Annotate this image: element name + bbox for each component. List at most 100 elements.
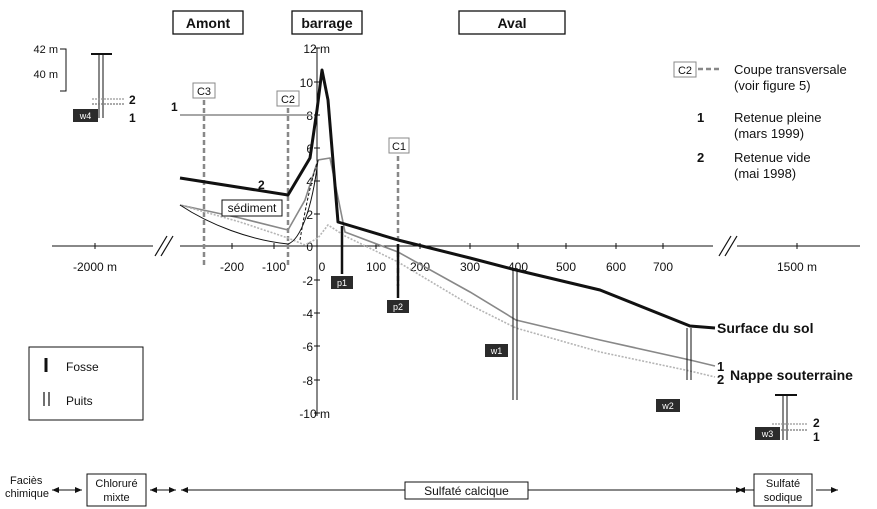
facies-chlorure-box xyxy=(86,473,147,507)
axis-break-left-a xyxy=(154,235,168,257)
sediment-dashed-line xyxy=(299,159,319,241)
x-label: 700 xyxy=(653,260,673,274)
y-label: -10 m xyxy=(299,407,330,421)
reservoir-marker-1: 1 xyxy=(171,100,178,114)
w2-badge xyxy=(656,399,680,412)
legend-two-key: 2 xyxy=(697,150,704,165)
x-label: 500 xyxy=(556,260,576,274)
section-c3-label: C3 xyxy=(197,86,211,98)
x-label: -200 xyxy=(220,260,244,274)
facies-arrowhead-3l xyxy=(181,487,188,493)
facies-label-line2: chimique xyxy=(5,488,49,500)
facies-arrowhead-2r xyxy=(169,487,176,493)
y-label: -6 xyxy=(302,340,313,354)
facies-chlorure-line1: Chloruré xyxy=(95,478,137,490)
section-c1-box xyxy=(388,137,410,154)
y-label: 12 m xyxy=(303,42,330,56)
w4-marker-2: 2 xyxy=(129,93,136,107)
x-label: -100 xyxy=(262,260,286,274)
x-label-far-left: -2000 m xyxy=(73,260,117,274)
y-label: 0 xyxy=(306,240,313,254)
y-label: 10 xyxy=(300,76,314,90)
p2-label: p2 xyxy=(393,302,403,312)
w4-marker-1: 1 xyxy=(129,111,136,125)
inset-scale-bracket xyxy=(60,48,67,92)
p1-label: p1 xyxy=(337,278,347,288)
facies-arrowhead-5l xyxy=(738,487,745,493)
ground-surface-line xyxy=(179,68,716,330)
facies-arrowhead-6r xyxy=(831,487,838,493)
y-tick-labels: 12 m 10 8 6 4 2 0 -2 -4 -6 -8 -10 m xyxy=(299,42,330,421)
legend-coupe-line2: (voir figure 5) xyxy=(734,78,811,93)
w1-label: w1 xyxy=(490,346,503,356)
legend-two-line2: (mai 1998) xyxy=(734,166,796,181)
w4-badge xyxy=(73,109,98,122)
section-c2-label: C2 xyxy=(281,94,295,106)
surface-marker-2: 2 xyxy=(258,178,265,192)
w2-label: w2 xyxy=(661,401,674,411)
facies-sodique-line1: Sulfaté xyxy=(766,478,800,490)
y-label: -2 xyxy=(302,274,313,288)
axis-break-right-a xyxy=(718,235,732,257)
y-label: 8 xyxy=(306,109,313,123)
w3-marker-2: 2 xyxy=(813,416,820,430)
legend-two-line1: Retenue vide xyxy=(734,150,811,165)
x-label-far-right: 1500 m xyxy=(777,260,817,274)
facies-label-line1: Faciès xyxy=(10,475,43,487)
nappe-marker-2: 2 xyxy=(717,372,724,387)
amont-label: Amont xyxy=(186,15,231,31)
sediment-box xyxy=(221,199,283,217)
x-label: 0 xyxy=(319,260,326,274)
legend-fosse-label: Fosse xyxy=(66,360,99,374)
legend-c2-key: C2 xyxy=(678,65,692,77)
facies-arrowhead-1r xyxy=(75,487,82,493)
groundwater-line-full xyxy=(179,157,716,367)
aval-label: Aval xyxy=(497,15,526,31)
legend-puits-label: Puits xyxy=(66,394,93,408)
nappe-label: Nappe souterraine xyxy=(730,367,853,383)
facies-sodique-line2: sodique xyxy=(764,492,803,504)
w3-marker-1: 1 xyxy=(813,430,820,444)
w3-label: w3 xyxy=(761,429,774,439)
y-label: 4 xyxy=(306,175,313,189)
facies-sodique-box xyxy=(753,473,813,507)
aval-box xyxy=(458,10,566,35)
nappe-marker-1: 1 xyxy=(717,359,724,374)
facies-chlorure-line2: mixte xyxy=(103,492,129,504)
facies-calcique-label: Sulfaté calcique xyxy=(424,484,509,498)
barrage-label: barrage xyxy=(301,15,353,31)
section-c2-box xyxy=(276,90,300,107)
legend-one-line2: (mars 1999) xyxy=(734,126,804,141)
legend-one-key: 1 xyxy=(697,110,704,125)
inset-bottom-label: 40 m xyxy=(34,69,58,81)
barrage-box xyxy=(291,10,363,35)
axis-break-left-b xyxy=(160,235,174,257)
y-label: -4 xyxy=(302,307,313,321)
p1-badge xyxy=(331,276,353,289)
w3-badge xyxy=(755,427,780,440)
w4-label: w4 xyxy=(79,111,92,121)
x-label: 600 xyxy=(606,260,626,274)
x-tick-labels: -2000 m -200 -100 0 100 200 300 400 500 … xyxy=(73,260,817,274)
legend-one-line1: Retenue pleine xyxy=(734,110,821,125)
legend-c2-box xyxy=(673,61,697,78)
inset-top-label: 42 m xyxy=(34,44,58,56)
axis-break-right-b xyxy=(724,235,738,257)
amont-box xyxy=(172,10,244,35)
groundwater-line-empty xyxy=(179,204,716,378)
x-label: 300 xyxy=(460,260,480,274)
section-c3-box xyxy=(192,82,216,99)
surface-label: Surface du sol xyxy=(717,320,813,336)
legend-bottom-box xyxy=(28,346,144,421)
sediment-label: sédiment xyxy=(228,201,277,215)
reservoir-bed-line xyxy=(179,159,319,245)
y-label: 2 xyxy=(306,208,313,222)
legend-coupe-line1: Coupe transversale xyxy=(734,62,847,77)
section-c1-label: C1 xyxy=(392,141,406,153)
x-label: 200 xyxy=(410,260,430,274)
x-label: 100 xyxy=(366,260,386,274)
facies-arrowhead-2l xyxy=(150,487,157,493)
p2-badge xyxy=(387,300,409,313)
